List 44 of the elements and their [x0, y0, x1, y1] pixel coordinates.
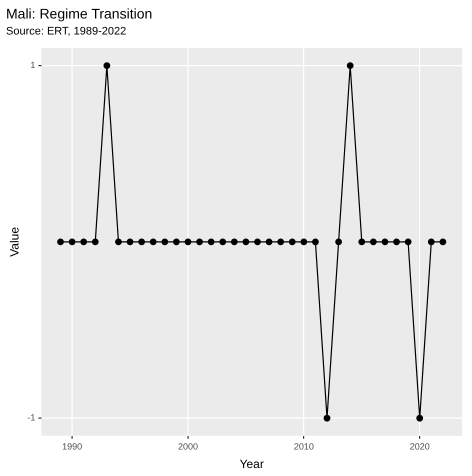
point: [103, 62, 110, 70]
point: [358, 238, 366, 246]
point: [80, 238, 88, 246]
point: [335, 238, 342, 246]
point: [254, 238, 261, 246]
x-tick-label: 2010: [294, 442, 314, 452]
point: [277, 238, 284, 246]
point: [172, 238, 180, 246]
point: [115, 238, 122, 246]
point: [266, 238, 272, 246]
point: [370, 238, 377, 246]
point: [138, 238, 146, 246]
point: [324, 414, 330, 422]
point: [208, 238, 215, 246]
point: [92, 238, 99, 246]
point: [196, 238, 203, 246]
point: [242, 238, 250, 246]
y-axis-title: Value: [8, 226, 22, 257]
point: [393, 238, 400, 246]
chart-subtitle: Source: ERT, 1989-2022: [6, 25, 126, 38]
point: [346, 62, 354, 70]
point: [404, 238, 412, 246]
chart-title: Mali: Regime Transition: [6, 5, 152, 22]
point: [68, 238, 76, 246]
point: [184, 238, 192, 246]
point: [150, 238, 157, 246]
point: [161, 238, 168, 246]
point: [300, 238, 308, 246]
point: [382, 238, 388, 246]
point: [439, 238, 446, 246]
point: [230, 238, 238, 246]
x-axis-title: Year: [240, 457, 264, 472]
point: [428, 238, 435, 246]
point: [312, 238, 319, 246]
x-tick-label: 1990: [62, 442, 82, 452]
point: [126, 238, 134, 246]
y-tick-label: 1: [30, 60, 36, 70]
x-tick-label: 2020: [410, 442, 430, 452]
x-tick-label: 2000: [178, 442, 198, 452]
point: [288, 238, 296, 246]
point: [219, 238, 226, 246]
point: [416, 414, 424, 422]
y-tick-label: -1: [27, 412, 36, 423]
point: [57, 238, 64, 246]
